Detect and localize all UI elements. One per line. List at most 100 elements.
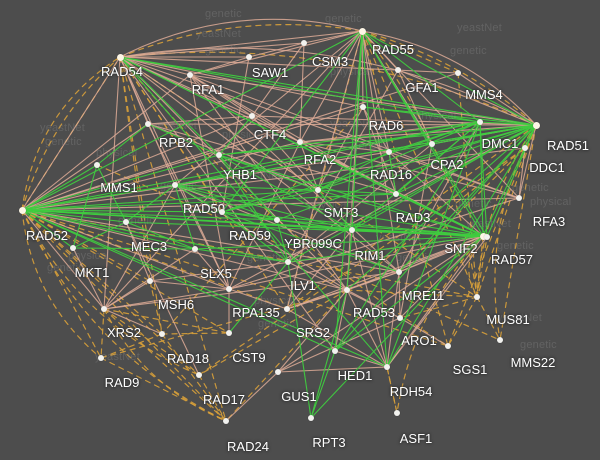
edge-coexpression [72, 247, 196, 250]
edge-coexpression [72, 164, 98, 249]
node-asf1[interactable] [394, 410, 400, 416]
edge-coexpression [174, 184, 278, 221]
node-snf2[interactable] [479, 232, 487, 240]
edge-physical [125, 221, 200, 376]
edge-coexpression [395, 193, 484, 237]
edge-coexpression [147, 123, 220, 156]
node-smt3[interactable] [315, 187, 321, 193]
node-rad54[interactable] [116, 53, 124, 61]
edge-coexpression [317, 121, 481, 191]
node-mec3[interactable] [123, 219, 129, 225]
node-cpa2[interactable] [429, 141, 435, 147]
edge-coexpression [119, 56, 484, 237]
node-rpb2[interactable] [145, 121, 151, 127]
edge-coexpression [218, 154, 319, 191]
node-gfa1[interactable] [395, 67, 401, 73]
edge-physical [386, 235, 484, 368]
edge-physical [119, 56, 191, 76]
node-mms1[interactable] [94, 162, 100, 168]
node-rad3[interactable] [393, 191, 399, 197]
edge-coexpression [21, 209, 289, 263]
node-rad50[interactable] [172, 182, 178, 188]
node-rad24[interactable] [223, 418, 229, 424]
edge-physical [103, 184, 176, 310]
edge-coexpression [21, 209, 336, 352]
edge-coexpression [334, 121, 481, 352]
edge-coexpression [310, 235, 484, 419]
node-ctf4[interactable] [249, 113, 255, 119]
edge-coexpression [317, 151, 390, 191]
edge-group-coexpression [21, 30, 537, 419]
edge-coexpression [221, 121, 481, 213]
node-mus81[interactable] [474, 294, 480, 300]
edge-physical [147, 115, 253, 125]
node-rdh54[interactable] [384, 364, 390, 370]
edge-genetic [21, 209, 102, 359]
node-rad59[interactable] [219, 209, 225, 215]
node-mkt1[interactable] [70, 245, 76, 251]
edge-genetic [361, 30, 449, 347]
node-hed1[interactable] [332, 348, 338, 354]
node-rpa135[interactable] [226, 286, 232, 292]
node-rfa3[interactable] [516, 195, 522, 201]
edge-coexpression [317, 189, 484, 237]
node-mms4[interactable] [455, 70, 461, 76]
node-msh6[interactable] [147, 278, 153, 284]
node-rad55[interactable] [358, 27, 366, 35]
edge-physical [189, 74, 537, 126]
edge-coexpression [221, 189, 319, 213]
node-dmc1[interactable] [477, 119, 483, 125]
edge-physical [21, 115, 253, 211]
node-rfa2[interactable] [297, 139, 303, 145]
node-rad53[interactable] [344, 287, 350, 293]
edge-coexpression [174, 184, 484, 237]
node-csm3[interactable] [301, 40, 307, 46]
edge-physical [119, 47, 537, 126]
node-rad17[interactable] [196, 372, 202, 378]
node-rpt3[interactable] [308, 415, 314, 421]
node-ybr099c[interactable] [274, 217, 280, 223]
edge-coexpression [221, 124, 537, 213]
edge-physical [194, 248, 230, 290]
node-aro1[interactable] [397, 315, 403, 321]
node-srs2[interactable] [284, 306, 290, 312]
edge-physical [119, 56, 520, 199]
node-ddc1[interactable] [522, 145, 528, 151]
node-rfa1[interactable] [187, 72, 193, 78]
node-xrs2[interactable] [101, 306, 107, 312]
edge-genetic [21, 209, 227, 422]
edge-coexpression [334, 235, 484, 352]
edge-physical [119, 56, 319, 191]
edge-coexpression [386, 121, 481, 368]
node-mms22[interactable] [497, 337, 503, 343]
node-rad6[interactable] [360, 104, 366, 110]
edge-genetic [494, 124, 537, 341]
edge-coexpression [388, 151, 397, 195]
edge-physical [317, 30, 363, 191]
edge-physical [189, 56, 250, 76]
edge-genetic [499, 124, 537, 341]
edge-physical [147, 123, 319, 191]
node-ilv1[interactable] [285, 259, 291, 265]
node-slx5[interactable] [192, 246, 198, 252]
node-rad18[interactable] [159, 331, 165, 337]
edge-genetic [447, 124, 537, 347]
edge-coexpression [96, 123, 149, 166]
edge-coexpression [174, 184, 223, 213]
node-rim1[interactable] [349, 227, 355, 233]
node-yhb1[interactable] [216, 152, 222, 158]
node-saw1[interactable] [246, 54, 252, 60]
node-rad57[interactable] [484, 234, 490, 240]
edge-physical [299, 141, 319, 191]
node-sgs1[interactable] [445, 343, 451, 349]
node-rad9[interactable] [98, 355, 104, 361]
node-rad52[interactable] [18, 206, 26, 214]
node-mre11[interactable] [396, 269, 402, 275]
node-rad16[interactable] [386, 149, 392, 155]
node-rad51[interactable] [532, 121, 540, 129]
edge-physical [21, 147, 526, 211]
node-cst9[interactable] [226, 330, 232, 336]
edge-coexpression [479, 121, 488, 238]
node-gus1[interactable] [275, 369, 281, 375]
